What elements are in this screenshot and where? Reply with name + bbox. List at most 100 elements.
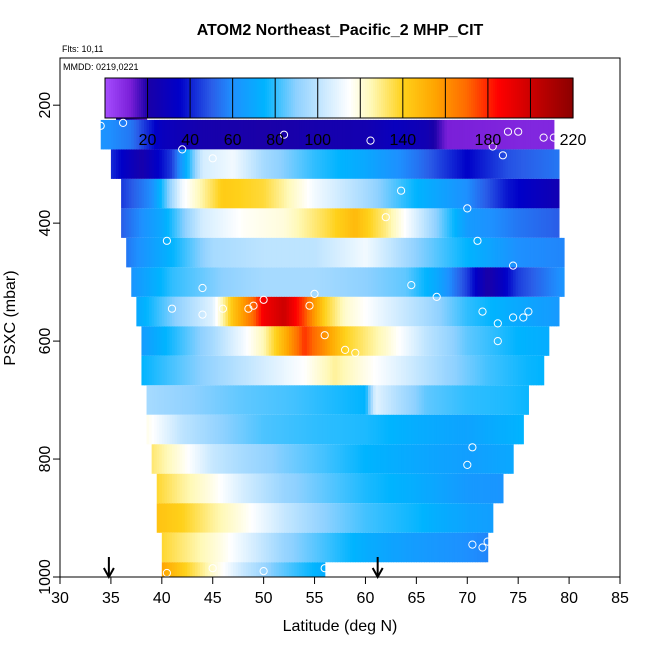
heatmap-cell [263,355,267,386]
heatmap-cell [418,385,423,415]
heatmap-cell [329,178,333,209]
heatmap-cell [166,473,171,504]
heatmap-cell [352,503,356,533]
heatmap-cell [151,355,155,386]
heatmap-cell [159,473,163,504]
heatmap-cell [220,267,224,297]
heatmap-cell [467,208,471,238]
heatmap-cell [133,149,137,179]
heatmap-cell [467,296,471,327]
heatmap-cell [408,473,412,504]
heatmap-cell [495,326,499,356]
heatmap-cell [256,355,260,386]
heatmap-cell [548,208,552,238]
heatmap-cell [245,208,249,238]
heatmap-cell [161,503,165,533]
heatmap-cell [149,119,153,150]
x-axis: 30 35 40 45 50 55 60 65 70 75 80 85 [51,577,629,607]
heatmap-cell [164,414,168,445]
heatmap-cell [482,532,486,563]
heatmap-cell [523,178,527,209]
heatmap-cell [240,326,244,356]
colorbar-segment [343,78,346,118]
heatmap-cell [151,326,155,356]
heatmap-cell [413,355,417,386]
heatmap-cell [480,355,484,386]
heatmap-cell [169,562,173,577]
heatmap-cell [164,473,168,504]
heatmap-cell [441,149,445,179]
heatmap-cell [207,503,211,533]
heatmap-cell [439,444,443,474]
heatmap-cell [347,385,351,415]
heatmap-cell [151,444,155,474]
heatmap-cell [266,444,270,474]
heatmap-cell [284,503,288,533]
heatmap-cell [492,237,496,268]
heatmap-cell [350,414,354,445]
heatmap-cell [334,355,339,386]
heatmap-cell [301,532,305,563]
heatmap-cell [538,237,542,268]
colorbar-segment [111,78,114,118]
heatmap-cell [434,267,438,297]
heatmap-cell [289,237,293,268]
heatmap-cell [546,178,550,209]
heatmap-cell [250,326,255,356]
heatmap-cell [436,208,440,238]
heatmap-cell [541,119,545,150]
heatmap-cell [469,385,473,415]
heatmap-cell [424,208,428,238]
heatmap-cell [222,473,227,504]
heatmap-cell [418,267,423,297]
heatmap-cell [536,267,540,297]
colorbar-segment [245,78,248,118]
heatmap-cell [289,149,293,179]
heatmap-cell [452,385,456,415]
heatmap-cell [429,444,433,474]
heatmap-cell [281,473,285,504]
heatmap-cell [243,503,247,533]
heatmap-cell [378,473,382,504]
heatmap-cell [474,178,479,209]
heatmap-cell [182,119,186,150]
heatmap-cell [233,178,237,209]
colorbar-segment [439,78,442,118]
heatmap-cell [212,385,216,415]
heatmap-cell [243,326,247,356]
colorbar-segment [405,78,408,118]
heatmap-cell [418,237,423,268]
heatmap-cell [266,208,270,238]
heatmap-cell [284,532,288,563]
heatmap-cell [418,355,423,386]
heatmap-cell [449,149,453,179]
heatmap-cell [418,208,423,238]
heatmap-cell [467,473,471,504]
heatmap-cell [520,178,524,209]
sample-point [514,127,523,136]
heatmap-cell [304,178,308,209]
colorbar-segment [301,78,304,118]
heatmap-cell [322,385,326,415]
heatmap-cell [268,444,272,474]
heatmap-cell [258,414,262,445]
heatmap-cell [220,178,224,209]
heatmap-cell [416,178,420,209]
colorbar-segment [507,78,510,118]
heatmap-cell [459,119,463,150]
heatmap-cell [317,385,321,415]
colorbar-segment [509,78,512,118]
heatmap-cell [413,444,417,474]
heatmap-cell [357,237,361,268]
heatmap-cell [500,267,504,297]
heatmap-cell [444,178,448,209]
heatmap-cell [276,355,280,386]
heatmap-cell [436,473,440,504]
heatmap-cell [482,208,486,238]
heatmap-cell [385,532,389,563]
colorbar-segment [293,78,296,118]
heatmap-cell [352,326,356,356]
heatmap-cell [500,237,504,268]
heatmap-cell [312,208,316,238]
